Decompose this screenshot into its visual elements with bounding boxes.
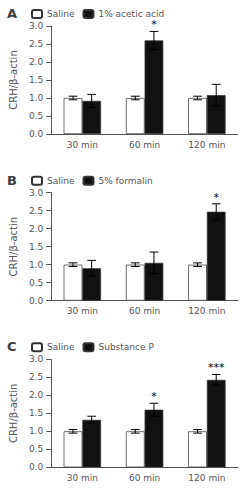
svg-text:C: C xyxy=(7,339,17,354)
svg-text:1.5: 1.5 xyxy=(29,408,43,418)
svg-text:1.0: 1.0 xyxy=(29,260,44,270)
svg-text:CRH/β-actin: CRH/β-actin xyxy=(8,217,19,276)
svg-text:3.0: 3.0 xyxy=(29,354,44,364)
svg-text:*: * xyxy=(151,18,157,31)
svg-text:60 min: 60 min xyxy=(129,473,160,483)
svg-text:1.5: 1.5 xyxy=(29,75,43,85)
svg-text:0.5: 0.5 xyxy=(29,111,43,121)
svg-text:30 min: 30 min xyxy=(67,140,98,150)
svg-text:60 min: 60 min xyxy=(129,140,160,150)
svg-text:*: * xyxy=(151,390,157,403)
svg-text:0.0: 0.0 xyxy=(29,296,44,306)
svg-text:60 min: 60 min xyxy=(129,306,160,316)
svg-text:2.0: 2.0 xyxy=(29,57,44,67)
svg-text:2.5: 2.5 xyxy=(29,206,43,216)
svg-text:Saline: Saline xyxy=(47,176,75,186)
svg-text:2.5: 2.5 xyxy=(29,372,43,382)
svg-text:CRH/β-actin: CRH/β-actin xyxy=(8,384,19,443)
svg-text:2.5: 2.5 xyxy=(29,39,43,49)
svg-text:1% acetic acid: 1% acetic acid xyxy=(98,9,165,19)
svg-text:2.0: 2.0 xyxy=(29,224,44,234)
svg-text:Saline: Saline xyxy=(47,9,75,19)
svg-text:2.0: 2.0 xyxy=(29,390,44,400)
svg-text:0.0: 0.0 xyxy=(29,462,44,472)
svg-text:1.0: 1.0 xyxy=(29,426,44,436)
svg-text:1.5: 1.5 xyxy=(29,242,43,252)
svg-text:0.5: 0.5 xyxy=(29,444,43,454)
svg-text:A: A xyxy=(7,6,17,21)
svg-text:120 min: 120 min xyxy=(188,140,225,150)
svg-text:Saline: Saline xyxy=(47,342,75,352)
svg-text:*: * xyxy=(213,191,219,204)
svg-text:B: B xyxy=(7,173,17,188)
svg-text:1.0: 1.0 xyxy=(29,93,44,103)
svg-text:CRH/β-actin: CRH/β-actin xyxy=(8,50,19,109)
svg-text:0.0: 0.0 xyxy=(29,129,44,139)
svg-text:3.0: 3.0 xyxy=(29,21,44,31)
svg-text:5% formalin: 5% formalin xyxy=(98,176,152,186)
svg-text:0.5: 0.5 xyxy=(29,278,43,288)
svg-text:Substance P: Substance P xyxy=(98,342,154,352)
svg-text:3.0: 3.0 xyxy=(29,188,44,198)
svg-text:120 min: 120 min xyxy=(188,473,225,483)
svg-text:***: *** xyxy=(208,361,225,374)
svg-text:30 min: 30 min xyxy=(67,306,98,316)
svg-text:30 min: 30 min xyxy=(67,473,98,483)
svg-text:120 min: 120 min xyxy=(188,306,225,316)
